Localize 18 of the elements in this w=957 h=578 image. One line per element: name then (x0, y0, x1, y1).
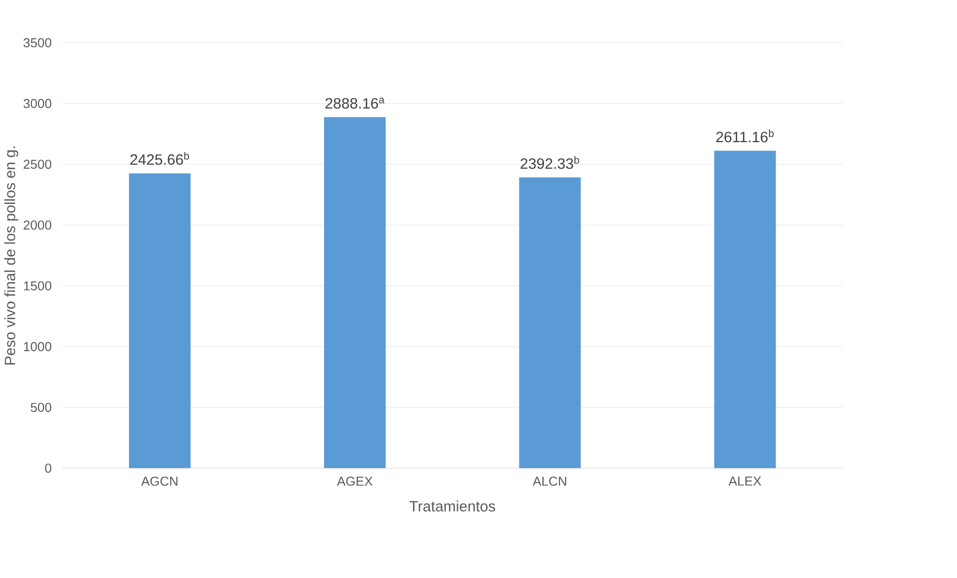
data-label: 2888.16$^{a}$ (326, 98, 384, 109)
y-tick-label: 2500 (24, 160, 52, 170)
y-tick-label: 1500 (24, 282, 52, 291)
y-tick-label: 1000 (24, 342, 52, 352)
data-label: 2611.16$^{b}$ (716, 130, 774, 143)
y-tick-label: 0 (45, 464, 52, 473)
data-label: 2425.66$^{b}$ (130, 152, 189, 166)
x-tick-label: ALEX (728, 476, 762, 486)
data-label: 2392.33$^{b}$ (520, 156, 580, 170)
x-tick-label: AGCN (141, 476, 178, 486)
x-axis-title: Tratamientos (410, 500, 496, 512)
y-tick-label: 500 (30, 403, 52, 412)
x-tick-label: ALCN (532, 476, 566, 486)
y-tick-label: 3000 (24, 99, 52, 108)
x-tick-label: AGEX (336, 476, 373, 486)
y-tick-label: 2000 (24, 220, 52, 230)
y-tick-label: 3500 (24, 38, 52, 48)
y-axis-title: Peso vivo final de los pollos en g. (4, 146, 18, 365)
